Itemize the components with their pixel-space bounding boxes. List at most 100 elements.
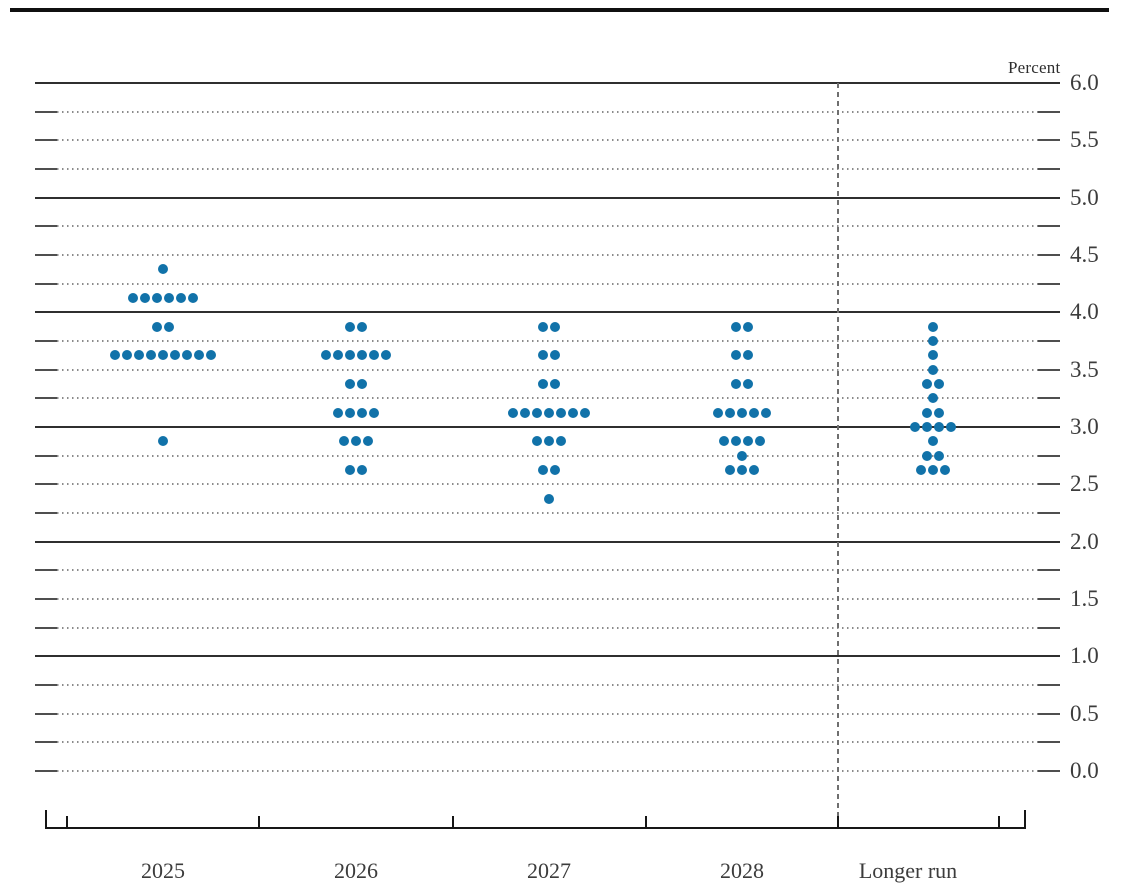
y-axis-label-0.5: 0.5 xyxy=(1070,700,1099,726)
x-axis-label-2025: 2025 xyxy=(141,858,185,883)
projection-dot-2027-2.875 xyxy=(544,436,554,447)
y-axis-label-4.5: 4.5 xyxy=(1070,242,1099,267)
projection-dot-2026-2.875 xyxy=(339,436,349,447)
left-tick-5.75 xyxy=(35,110,57,113)
y-axis-label-3.5: 3.5 xyxy=(1070,356,1099,382)
gridline-1.00 xyxy=(35,655,1060,658)
projection-dot-2025-4.125 xyxy=(140,293,150,303)
projection-dot-longer-run-3.875 xyxy=(928,321,938,332)
right-tick-2.50 xyxy=(1038,483,1060,486)
projection-dot-2027-3.125 xyxy=(508,407,518,418)
gridline-6.00 xyxy=(35,82,1060,84)
left-tick-5.50 xyxy=(35,139,57,142)
right-tick-0.75 xyxy=(1038,684,1060,686)
right-tick-5.25 xyxy=(1038,168,1060,170)
projection-dot-2028-2.625 xyxy=(725,465,735,475)
right-tick-4.50 xyxy=(1038,254,1060,256)
projection-dot-2027-2.625 xyxy=(550,465,560,475)
gridline-0.00 xyxy=(57,770,1038,772)
projection-dot-2027-3.375 xyxy=(538,379,548,389)
gridline-2.00 xyxy=(35,540,1060,543)
gridline-2.50 xyxy=(57,483,1038,486)
gridline-2.25 xyxy=(57,512,1038,514)
projection-dot-2026-3.625 xyxy=(333,350,343,361)
projection-dot-2028-3.875 xyxy=(743,321,753,332)
y-axis-label-5.5: 5.5 xyxy=(1070,127,1099,153)
projection-dot-2028-2.875 xyxy=(731,436,741,447)
gridline-3.75 xyxy=(57,340,1038,342)
left-tick-2.25 xyxy=(35,512,57,514)
x-axis-tick xyxy=(645,816,647,827)
left-tick-2.75 xyxy=(35,454,57,457)
projection-dot-2026-3.375 xyxy=(345,379,355,389)
projection-dot-longer-run-2.875 xyxy=(928,436,938,447)
projection-dot-2028-3.375 xyxy=(743,379,753,389)
y-axis-label-5.0: 5.0 xyxy=(1070,184,1099,210)
projection-dot-longer-run-3.625 xyxy=(928,350,938,361)
projection-dot-2027-3.625 xyxy=(550,350,560,361)
projection-dot-longer-run-3.5 xyxy=(928,364,938,375)
right-tick-0.25 xyxy=(1038,741,1060,744)
gridline-5.00 xyxy=(35,196,1060,199)
projection-dot-longer-run-3.375 xyxy=(922,379,932,389)
y-axis-unit-label: Percent xyxy=(1008,58,1061,77)
projection-dot-longer-run-2.625 xyxy=(928,465,938,475)
gridline-0.75 xyxy=(57,684,1038,686)
left-tick-0.50 xyxy=(35,712,57,715)
projection-dot-2027-2.875 xyxy=(532,436,542,447)
projection-dot-2028-2.875 xyxy=(719,436,729,447)
gridline-4.25 xyxy=(57,282,1038,285)
gridline-5.25 xyxy=(57,168,1038,170)
top-rule xyxy=(10,8,1109,12)
longer-run-separator-line xyxy=(837,83,839,827)
x-axis-tick xyxy=(452,816,454,827)
gridline-0.25 xyxy=(57,741,1038,744)
projection-dot-longer-run-3.25 xyxy=(928,393,938,404)
projection-dot-2027-3.625 xyxy=(538,350,548,361)
projection-dot-2025-3.875 xyxy=(152,321,162,332)
projection-dot-2027-3.375 xyxy=(550,379,560,389)
gridline-0.50 xyxy=(57,712,1038,715)
gridline-1.50 xyxy=(57,598,1038,600)
projection-dot-longer-run-3.375 xyxy=(934,379,944,389)
projection-dot-2026-3.875 xyxy=(345,321,355,332)
right-tick-5.75 xyxy=(1038,110,1060,113)
y-axis-label-1.0: 1.0 xyxy=(1070,643,1099,669)
projection-dot-2027-3.125 xyxy=(532,407,542,418)
right-tick-1.25 xyxy=(1038,626,1060,629)
projection-dot-2025-3.625 xyxy=(182,350,192,361)
projection-dot-longer-run-3 xyxy=(934,422,944,432)
left-tick-0.25 xyxy=(35,741,57,744)
projection-dot-2027-3.875 xyxy=(538,321,548,332)
projection-dot-2028-3.375 xyxy=(731,379,741,389)
y-axis-label-4.0: 4.0 xyxy=(1070,299,1099,325)
x-axis-line xyxy=(45,827,1026,829)
projection-dot-2026-3.625 xyxy=(345,350,355,361)
projection-dot-longer-run-3.125 xyxy=(934,407,944,418)
projection-dot-2026-3.625 xyxy=(369,350,379,361)
projection-dot-2027-3.125 xyxy=(580,407,590,418)
projection-dot-2028-2.875 xyxy=(755,436,765,447)
projection-dot-2025-3.625 xyxy=(122,350,132,361)
gridline-5.50 xyxy=(57,139,1038,142)
gridline-5.75 xyxy=(57,110,1038,113)
projection-dot-2028-3.125 xyxy=(725,407,735,418)
projection-dot-longer-run-3.75 xyxy=(928,336,938,346)
projection-dot-2025-3.625 xyxy=(158,350,168,361)
x-axis-label-longer-run: Longer run xyxy=(858,858,958,883)
left-tick-5.25 xyxy=(35,168,57,170)
projection-dot-2026-3.125 xyxy=(333,407,343,418)
projection-dot-2025-4.125 xyxy=(164,293,174,303)
projection-dot-2025-4.375 xyxy=(158,264,168,275)
x-axis-label-2026: 2026 xyxy=(334,858,378,883)
y-axis-label-6.0: 6.0 xyxy=(1070,70,1099,95)
gridline-2.75 xyxy=(57,454,1038,457)
right-tick-4.25 xyxy=(1038,282,1060,285)
projection-dot-2025-4.125 xyxy=(188,293,198,303)
projection-dot-2028-3.125 xyxy=(761,407,771,418)
projection-dot-2026-3.875 xyxy=(357,321,367,332)
y-axis-label-0.0: 0.0 xyxy=(1070,758,1099,783)
y-axis-label-1.5: 1.5 xyxy=(1070,586,1099,611)
projection-dot-2028-3.125 xyxy=(713,407,723,418)
left-tick-0.00 xyxy=(35,770,57,772)
